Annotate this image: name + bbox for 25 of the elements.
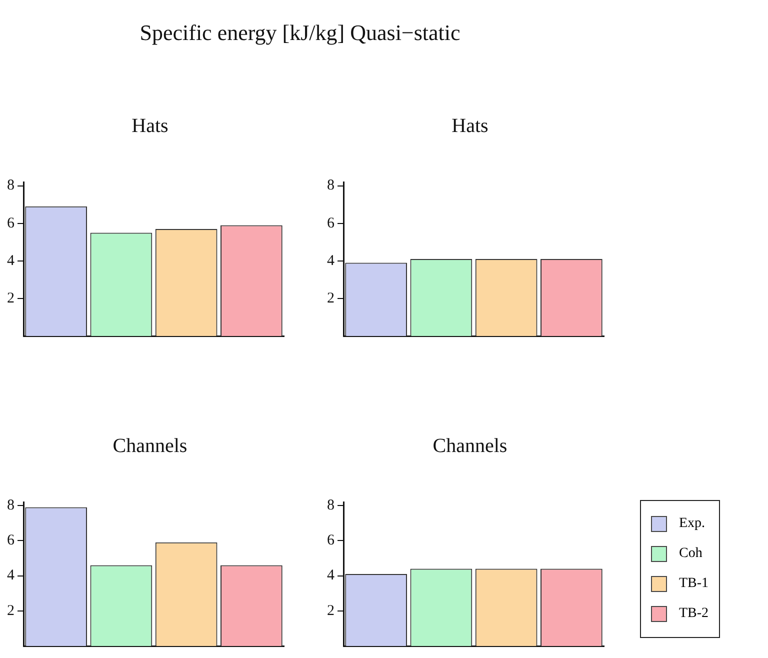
y-tick-label: 6 (327, 215, 335, 232)
y-tick-label: 4 (327, 568, 335, 584)
y-tick-label: 8 (327, 178, 334, 194)
chart-subtitle: Channels (432, 435, 508, 458)
chart-title: Specific energy [kJ/kg] Quasi−static (138, 20, 462, 46)
y-tick-label: 8 (7, 497, 14, 514)
y-tick-label: 2 (327, 602, 334, 619)
legend-label: TB-1 (679, 576, 709, 592)
chart-subtitle: Hats (450, 115, 490, 138)
y-tick-label: 2 (7, 290, 14, 306)
y-tick-label: 6 (7, 215, 15, 232)
legend-label: TB-2 (679, 606, 709, 622)
y-tick-label: 8 (7, 178, 14, 194)
y-tick-label: 4 (7, 252, 15, 269)
y-tick-label: 8 (327, 497, 334, 514)
y-tick-label: 4 (7, 568, 15, 584)
y-tick-label: 2 (327, 290, 334, 306)
y-tick-label: 6 (327, 532, 335, 549)
chart-subtitle: Hats (130, 115, 170, 138)
y-tick-label: 2 (7, 602, 14, 619)
legend-label: Exp. (679, 516, 706, 532)
y-tick-label: 4 (327, 252, 335, 269)
chart-subtitle: Channels (112, 435, 188, 458)
legend-label: Coh (679, 546, 702, 562)
y-tick-label: 6 (7, 532, 15, 549)
